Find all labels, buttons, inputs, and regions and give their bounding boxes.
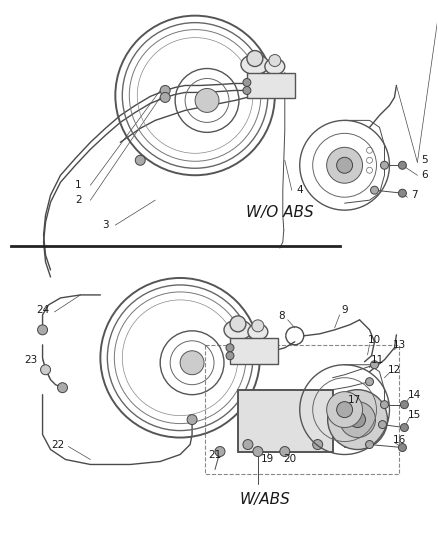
Text: 9: 9 [341,305,348,315]
Text: 5: 5 [421,155,427,165]
Circle shape [187,415,197,425]
Circle shape [337,402,353,417]
Ellipse shape [224,320,252,340]
Circle shape [160,85,170,95]
Circle shape [243,86,251,94]
Text: 20: 20 [283,455,297,464]
Text: 12: 12 [388,365,401,375]
Text: 14: 14 [408,390,421,400]
Circle shape [327,392,363,427]
Bar [247,72,295,99]
Circle shape [160,92,170,102]
Circle shape [339,402,375,438]
Bar [238,390,332,451]
Circle shape [327,147,363,183]
Circle shape [381,161,389,169]
Ellipse shape [241,54,269,75]
Text: 11: 11 [371,355,384,365]
Circle shape [41,365,50,375]
Text: 17: 17 [348,394,361,405]
Text: 16: 16 [393,434,406,445]
Circle shape [230,316,246,332]
Text: 21: 21 [208,449,222,459]
Circle shape [399,189,406,197]
Circle shape [226,352,234,360]
Circle shape [378,421,386,429]
Circle shape [135,155,145,165]
Circle shape [252,320,264,332]
Circle shape [57,383,67,393]
Text: 22: 22 [51,440,64,449]
Text: W/O ABS: W/O ABS [246,205,314,220]
Ellipse shape [265,59,285,75]
Circle shape [381,401,389,409]
Circle shape [366,441,374,449]
Circle shape [180,351,204,375]
Text: 19: 19 [261,455,275,464]
Circle shape [366,378,374,386]
Circle shape [399,443,406,451]
Circle shape [247,51,263,67]
Text: 4: 4 [297,185,303,195]
Circle shape [337,157,353,173]
Circle shape [215,447,225,456]
Bar [205,345,399,474]
Circle shape [350,411,366,427]
Circle shape [269,54,281,67]
Ellipse shape [248,324,268,340]
Text: 6: 6 [421,170,427,180]
Circle shape [226,344,234,352]
Circle shape [243,78,251,86]
Circle shape [400,401,408,409]
Circle shape [371,186,378,194]
Text: 13: 13 [393,340,406,350]
Circle shape [243,440,253,449]
Circle shape [195,88,219,112]
Text: 24: 24 [36,305,49,315]
Circle shape [371,361,378,369]
Circle shape [38,325,48,335]
Circle shape [253,447,263,456]
Circle shape [313,440,323,449]
Bar [230,338,278,364]
Text: W/ABS: W/ABS [240,492,290,507]
Circle shape [399,161,406,169]
Circle shape [280,447,290,456]
Text: 10: 10 [368,335,381,345]
Circle shape [400,424,408,432]
Circle shape [328,390,388,449]
Text: 23: 23 [24,355,37,365]
Text: 8: 8 [279,311,285,321]
Text: 7: 7 [411,190,418,200]
Text: 3: 3 [102,220,109,230]
Text: 15: 15 [408,410,421,419]
Text: 2: 2 [75,195,82,205]
Text: 1: 1 [75,180,82,190]
